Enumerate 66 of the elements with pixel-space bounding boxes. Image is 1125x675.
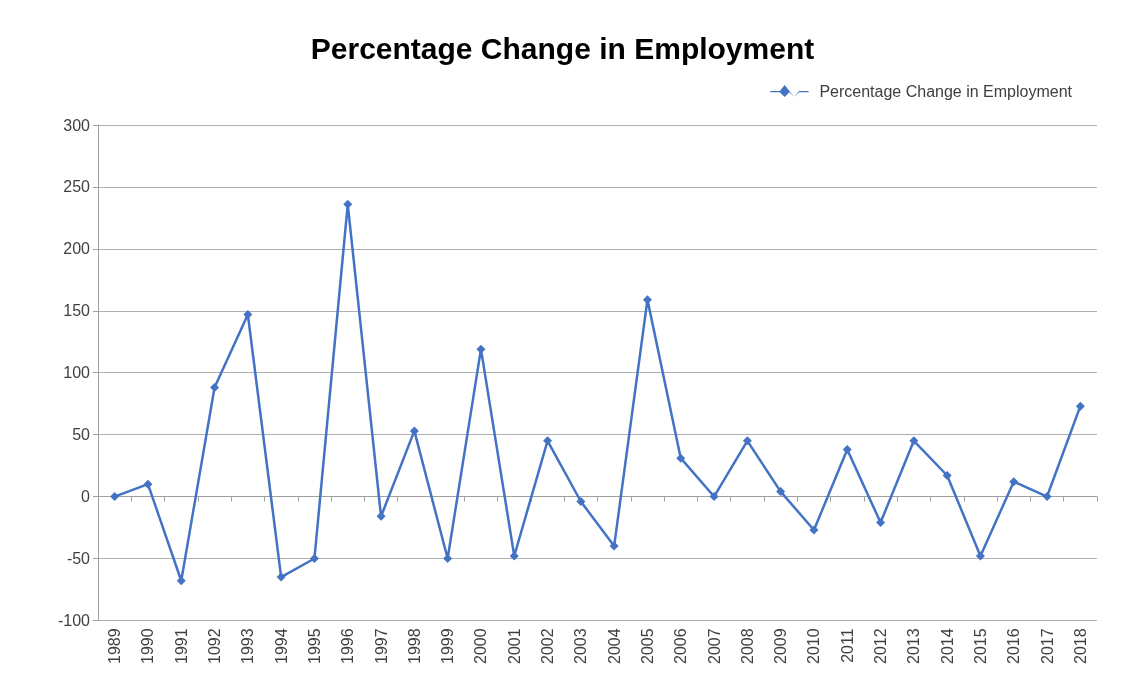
x-tick-label: 1092: [206, 628, 224, 664]
x-tick-label: 2007: [705, 628, 723, 664]
legend-label: Percentage Change in Employment: [819, 82, 1073, 100]
point: [1009, 477, 1019, 487]
chart-title: Percentage Change in Employment: [310, 31, 815, 65]
x-tick-label: 1998: [405, 628, 423, 664]
x-tick-label: 2018: [1071, 628, 1089, 664]
x-tick-label: 1991: [172, 628, 190, 664]
x-tick-label: 1996: [339, 628, 357, 664]
point: [842, 444, 852, 454]
point: [876, 518, 886, 528]
point: [709, 492, 719, 502]
y-tick-label: 0: [81, 488, 91, 506]
point: [942, 471, 952, 480]
y-tick-label: 100: [63, 364, 91, 382]
x-tick-label: 2009: [772, 628, 790, 664]
point: [476, 344, 486, 354]
point: [543, 436, 553, 446]
point: [143, 479, 153, 489]
x-tick-label: 2005: [638, 628, 656, 664]
y-tick-label: -50: [66, 549, 91, 567]
x-tick-label: 1990: [139, 628, 157, 664]
point: [909, 436, 919, 446]
point: [809, 525, 819, 535]
x-tick-label: 1989: [106, 628, 124, 664]
y-tick-label: 150: [63, 302, 91, 320]
x-tick-label: 2010: [805, 628, 823, 664]
y-tick-label: 200: [63, 240, 91, 258]
point: [243, 309, 253, 319]
point: [409, 426, 419, 436]
x-tick-label: 2015: [971, 628, 989, 664]
point: [742, 436, 752, 446]
x-tick-label: 2006: [672, 628, 690, 664]
point: [676, 453, 686, 463]
point: [975, 551, 985, 561]
point: [210, 383, 220, 393]
x-tick-label: 1994: [272, 628, 290, 664]
x-tick-label: 2008: [738, 628, 756, 664]
y-tick-label: -100: [57, 611, 91, 629]
point: [609, 541, 619, 551]
x-tick-label: 2011: [838, 628, 856, 663]
point: [276, 572, 286, 582]
y-tick-label: 50: [72, 426, 91, 444]
x-tick-label: 2016: [1005, 628, 1023, 664]
x-tick-label: 2014: [938, 628, 956, 664]
x-tick-label: 1995: [305, 628, 323, 664]
x-tick-label: 2002: [539, 628, 557, 664]
x-tick-label: 1993: [239, 628, 257, 664]
x-tick-label: 2004: [605, 628, 623, 664]
point: [1075, 401, 1085, 411]
x-tick-label: 1997: [372, 628, 390, 664]
point: [309, 553, 319, 563]
point: [343, 199, 353, 209]
point: [776, 487, 786, 497]
point: [576, 497, 586, 507]
x-tick-label: 2000: [472, 628, 490, 664]
x-tick-label: 2013: [905, 628, 923, 664]
x-tick-label: 2012: [872, 628, 890, 664]
y-tick-label: 250: [63, 178, 91, 196]
x-tick-label: 2003: [572, 628, 590, 664]
x-tick-label: 2001: [505, 628, 523, 664]
point: [110, 492, 120, 502]
x-tick-label: 2017: [1038, 628, 1056, 664]
point: [1042, 492, 1052, 502]
x-tick-label: 1999: [439, 628, 457, 664]
y-tick-label: 300: [63, 116, 91, 134]
